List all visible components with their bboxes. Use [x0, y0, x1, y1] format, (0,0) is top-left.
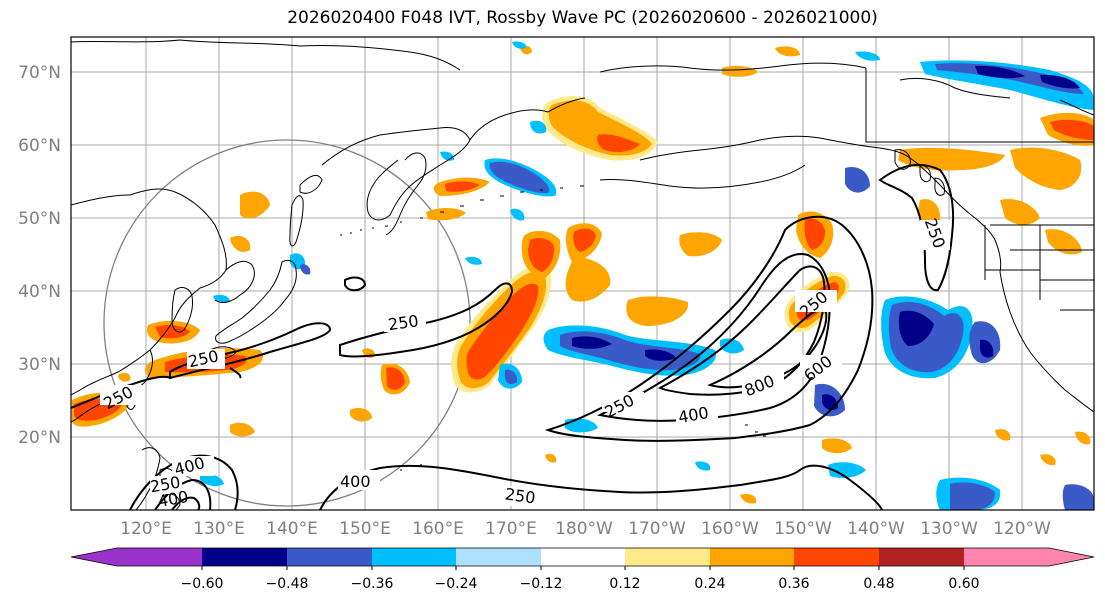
lon-label-160w: 160°W [701, 519, 759, 539]
colorbar-swatch-pos-036 [794, 548, 879, 566]
latitude-labels: 70°N 60°N 50°N 40°N 30°N 20°N [18, 63, 61, 448]
lat-label-20: 20°N [18, 428, 61, 448]
colorbar-swatch-neutral [541, 548, 625, 566]
lon-label-140e: 140°E [266, 519, 318, 539]
colorbar-label-neg-012: −0.12 [520, 576, 563, 592]
colorbar-label-neg-024: −0.24 [435, 576, 478, 592]
positive-anomaly-shading [72, 45, 1094, 504]
colorbar-label-pos-048: 0.48 [863, 576, 894, 592]
negative-anomaly-shading [200, 41, 1094, 510]
colorbar-extend-low [71, 548, 117, 566]
lon-label-160e: 160°E [412, 519, 464, 539]
colorbar: −0.60 −0.48 −0.36 −0.24 −0.12 0.12 0.24 … [70, 547, 1095, 592]
contour-label-400-phil: 400 [156, 487, 189, 511]
lat-label-40: 40°N [18, 282, 61, 302]
colorbar-outline [70, 547, 1095, 567]
lon-label-140w: 140°W [847, 519, 905, 539]
colorbar-label-pos-012: 0.12 [609, 576, 640, 592]
contour-label-400-south: 400 [340, 472, 371, 491]
colorbar-swatch-neg-048 [202, 548, 287, 566]
colorbar-label-pos-060: 0.60 [948, 576, 979, 592]
lon-label-120e: 120°E [120, 519, 172, 539]
longitude-labels: 120°E 130°E 140°E 150°E 160°E 170°E 180°… [120, 519, 1051, 539]
colorbar-extend-high [1049, 548, 1094, 566]
colorbar-ticks [201, 566, 965, 570]
lon-label-120w: 120°W [993, 519, 1051, 539]
contour-label-250-central: 250 [387, 311, 420, 334]
lon-label-150w: 150°W [774, 519, 832, 539]
colorbar-swatch-neg-012 [456, 548, 541, 566]
lat-label-70: 70°N [18, 63, 61, 83]
map-content: 250 250 250 250 250 250 400 400 400 600 … [71, 37, 1094, 511]
lat-label-50: 50°N [18, 209, 61, 229]
map-title: 2026020400 F048 IVT, Rossby Wave PC (202… [287, 8, 878, 28]
lat-label-30: 30°N [18, 355, 61, 375]
colorbar-label-neg-048: −0.48 [266, 576, 309, 592]
lon-label-180w: 180°W [555, 519, 613, 539]
contour-labels: 250 250 250 250 250 250 400 400 400 600 … [100, 216, 950, 511]
lat-label-60: 60°N [18, 136, 61, 156]
lon-label-170w: 170°W [628, 519, 686, 539]
range-circle [103, 139, 471, 507]
contour-label-250-south: 250 [504, 484, 537, 507]
colorbar-label-neg-060: −0.60 [181, 576, 224, 592]
colorbar-label-neg-036: −0.36 [351, 576, 394, 592]
colorbar-swatch-neg-060 [117, 548, 202, 566]
map-frame [70, 36, 1095, 511]
lon-label-170e: 170°E [485, 519, 537, 539]
colorbar-swatch-neg-036 [287, 548, 372, 566]
colorbar-label-pos-024: 0.24 [694, 576, 725, 592]
colorbar-swatch-pos-024 [710, 548, 794, 566]
lon-label-150e: 150°E [339, 519, 391, 539]
coastlines [71, 39, 1094, 510]
colorbar-swatch-pos-060 [964, 548, 1049, 566]
lon-label-130w: 130°W [920, 519, 978, 539]
colorbar-label-pos-036: 0.36 [778, 576, 809, 592]
colorbar-swatch-pos-048 [879, 548, 964, 566]
lon-label-130e: 130°E [193, 519, 245, 539]
colorbar-swatch-neg-024 [372, 548, 456, 566]
colorbar-swatch-pos-012 [625, 548, 710, 566]
